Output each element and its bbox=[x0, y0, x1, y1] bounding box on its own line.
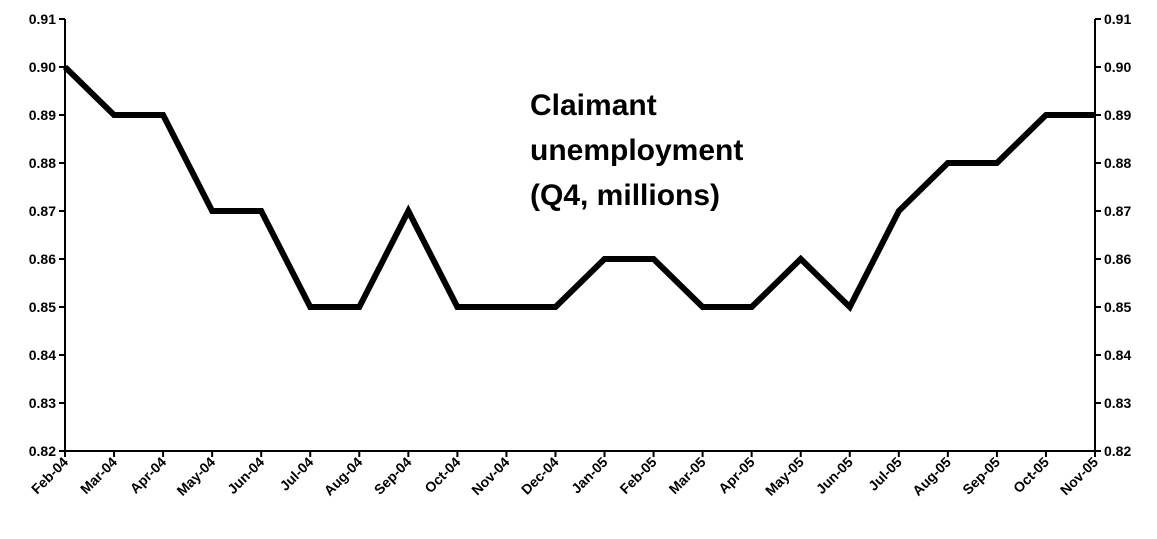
y-tick-label: 0.87 bbox=[29, 203, 56, 219]
y2-tick-label: 0.89 bbox=[1104, 107, 1131, 123]
x-tick-label: Aug-05 bbox=[909, 454, 954, 499]
y-tick-label: 0.88 bbox=[29, 155, 56, 171]
x-tick-label: Jan-05 bbox=[568, 454, 611, 497]
x-tick-label: Jun-04 bbox=[224, 454, 267, 497]
y2-tick-label: 0.86 bbox=[1104, 251, 1131, 267]
y-tick-label: 0.90 bbox=[29, 59, 56, 75]
x-tick-label: Jul-05 bbox=[865, 454, 905, 494]
annotation: Claimant bbox=[530, 89, 657, 122]
x-tick-label: Jul-04 bbox=[276, 454, 316, 494]
annotation: (Q4, millions) bbox=[530, 179, 720, 212]
x-tick-label: Oct-04 bbox=[421, 454, 463, 496]
y2-tick-label: 0.83 bbox=[1104, 395, 1131, 411]
x-tick-label: Mar-05 bbox=[666, 454, 709, 497]
x-tick-label: Oct-05 bbox=[1010, 454, 1052, 496]
x-tick-label: Dec-04 bbox=[518, 454, 562, 498]
x-tick-label: Sep-05 bbox=[959, 454, 1003, 498]
y-tick-label: 0.85 bbox=[29, 299, 56, 315]
x-tick-label: Feb-04 bbox=[28, 454, 71, 497]
x-tick-label: Apr-05 bbox=[715, 454, 758, 497]
y2-tick-label: 0.88 bbox=[1104, 155, 1131, 171]
y-tick-label: 0.84 bbox=[29, 347, 56, 363]
x-tick-label: Apr-04 bbox=[127, 454, 170, 497]
annotation: unemployment bbox=[530, 134, 743, 167]
y2-tick-label: 0.82 bbox=[1104, 443, 1131, 459]
y-tick-label: 0.89 bbox=[29, 107, 56, 123]
y-tick-label: 0.86 bbox=[29, 251, 56, 267]
x-tick-label: Nov-04 bbox=[468, 454, 512, 498]
x-tick-label: Feb-05 bbox=[616, 454, 659, 497]
y2-tick-label: 0.87 bbox=[1104, 203, 1131, 219]
y2-tick-label: 0.85 bbox=[1104, 299, 1131, 315]
x-tick-label: Aug-04 bbox=[321, 454, 366, 499]
y2-tick-label: 0.90 bbox=[1104, 59, 1131, 75]
data-line bbox=[62, 64, 1095, 312]
x-tick-label: Mar-04 bbox=[77, 454, 120, 497]
x-tick-label: May-04 bbox=[173, 454, 218, 499]
x-tick-label: Jun-05 bbox=[813, 454, 856, 497]
y2-tick-label: 0.84 bbox=[1104, 347, 1131, 363]
y-tick-label: 0.83 bbox=[29, 395, 56, 411]
y-tick-label: 0.91 bbox=[29, 11, 56, 27]
y-tick-label: 0.82 bbox=[29, 443, 56, 459]
x-tick-label: Nov-05 bbox=[1057, 454, 1101, 498]
x-tick-label: May-05 bbox=[762, 454, 807, 499]
y2-tick-label: 0.91 bbox=[1104, 11, 1131, 27]
x-tick-label: Sep-04 bbox=[371, 454, 415, 498]
